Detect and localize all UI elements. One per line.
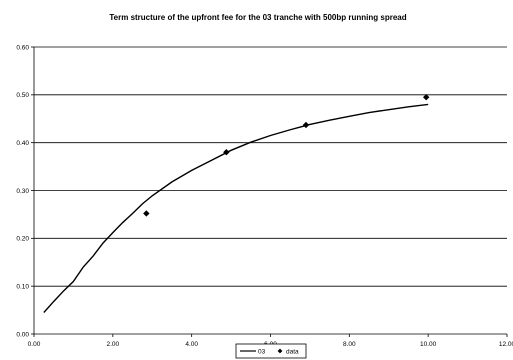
chart-title: Term structure of the upfront fee for th… (109, 13, 406, 22)
data-point-data-3 (422, 94, 430, 101)
data-point-data-2 (302, 121, 310, 129)
y-tick-label: 0.40 (16, 140, 29, 147)
data-point-data-1 (223, 149, 230, 156)
x-tick-label: 2.00 (107, 341, 120, 348)
x-tick-label: 12.00 (499, 341, 513, 348)
legend-label-03: 03 (258, 348, 266, 355)
grid-lines (34, 46, 507, 287)
data-point-data-0 (143, 210, 150, 217)
x-tick-label: 4.00 (185, 341, 198, 348)
x-tick-label: 10.00 (420, 341, 437, 348)
y-tick-label: 0.20 (16, 236, 29, 243)
legend-swatch-data (277, 348, 283, 354)
y-tick-label: 0.00 (16, 331, 29, 338)
legend-box (235, 343, 307, 359)
y-tick-label: 0.30 (16, 188, 29, 195)
series-layer (43, 94, 430, 313)
legend: 03 data (235, 343, 307, 359)
x-tick-label: 8.00 (343, 341, 356, 348)
y-tick-label: 0.60 (16, 44, 29, 51)
y-tick-label: 0.50 (16, 92, 29, 99)
y-axis-ticks: 0.00 0.10 0.20 0.30 0.40 0.50 0.60 (16, 44, 34, 338)
x-tick-label: 0.00 (28, 341, 41, 348)
series-line-03 (43, 103, 429, 313)
y-tick-label: 0.10 (16, 283, 29, 290)
legend-label-data: data (286, 348, 299, 355)
